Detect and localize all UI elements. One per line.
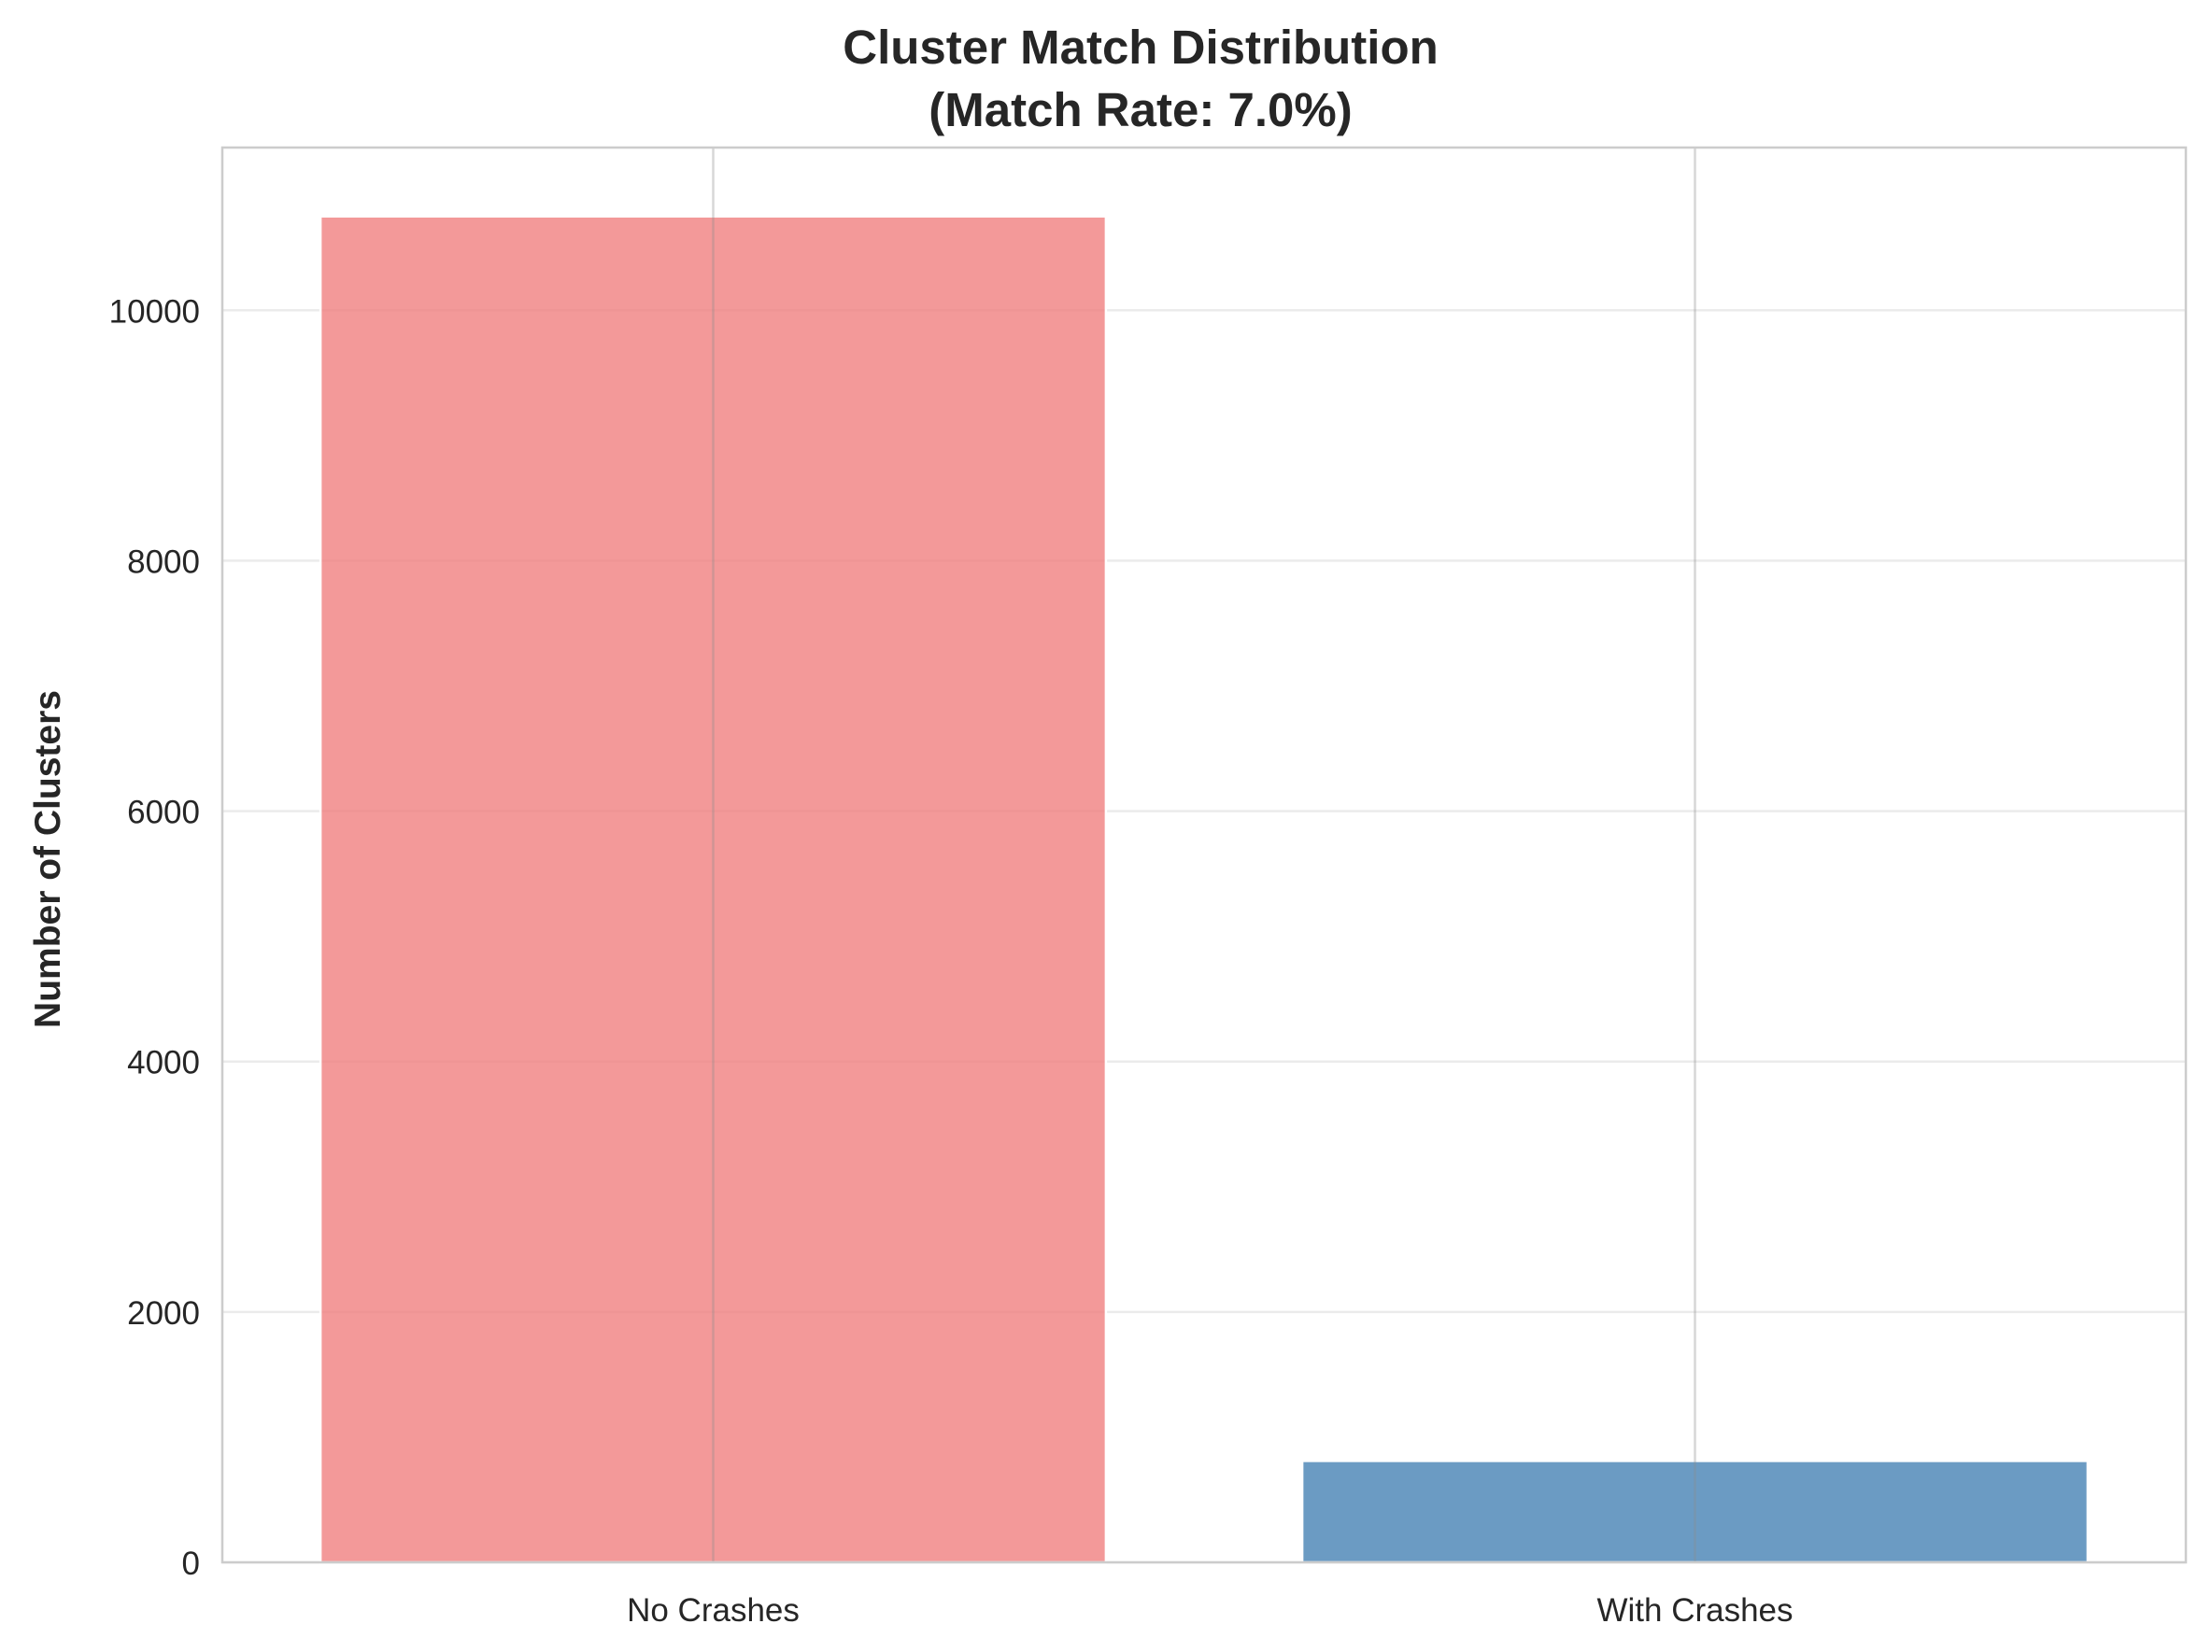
y-tick-label: 6000	[127, 795, 200, 831]
bar-no-crashes	[319, 215, 1108, 1564]
chart-title: Cluster Match Distribution	[843, 21, 1439, 74]
y-tick-label: 4000	[127, 1045, 200, 1081]
chart-subtitle: (Match Rate: 7.0%)	[929, 83, 1352, 136]
y-tick-label: 8000	[127, 544, 200, 580]
y-tick-label: 2000	[127, 1295, 200, 1332]
y-tick-label: 10000	[109, 293, 200, 330]
vertical-gridlines	[712, 148, 1696, 1562]
x-tick-label: No Crashes	[627, 1592, 800, 1629]
y-axis-label: Number of Clusters	[28, 690, 68, 1028]
bar-with-crashes	[1300, 1460, 2090, 1564]
x-tick-label: With Crashes	[1596, 1592, 1793, 1629]
y-tick-label: 0	[182, 1546, 200, 1582]
x-axis-ticks: No Crashes With Crashes	[627, 1592, 1793, 1629]
bars	[319, 215, 2090, 1564]
y-axis-ticks: 0 2000 4000 6000 8000 10000	[109, 293, 200, 1582]
plot-frame	[220, 146, 2188, 1564]
